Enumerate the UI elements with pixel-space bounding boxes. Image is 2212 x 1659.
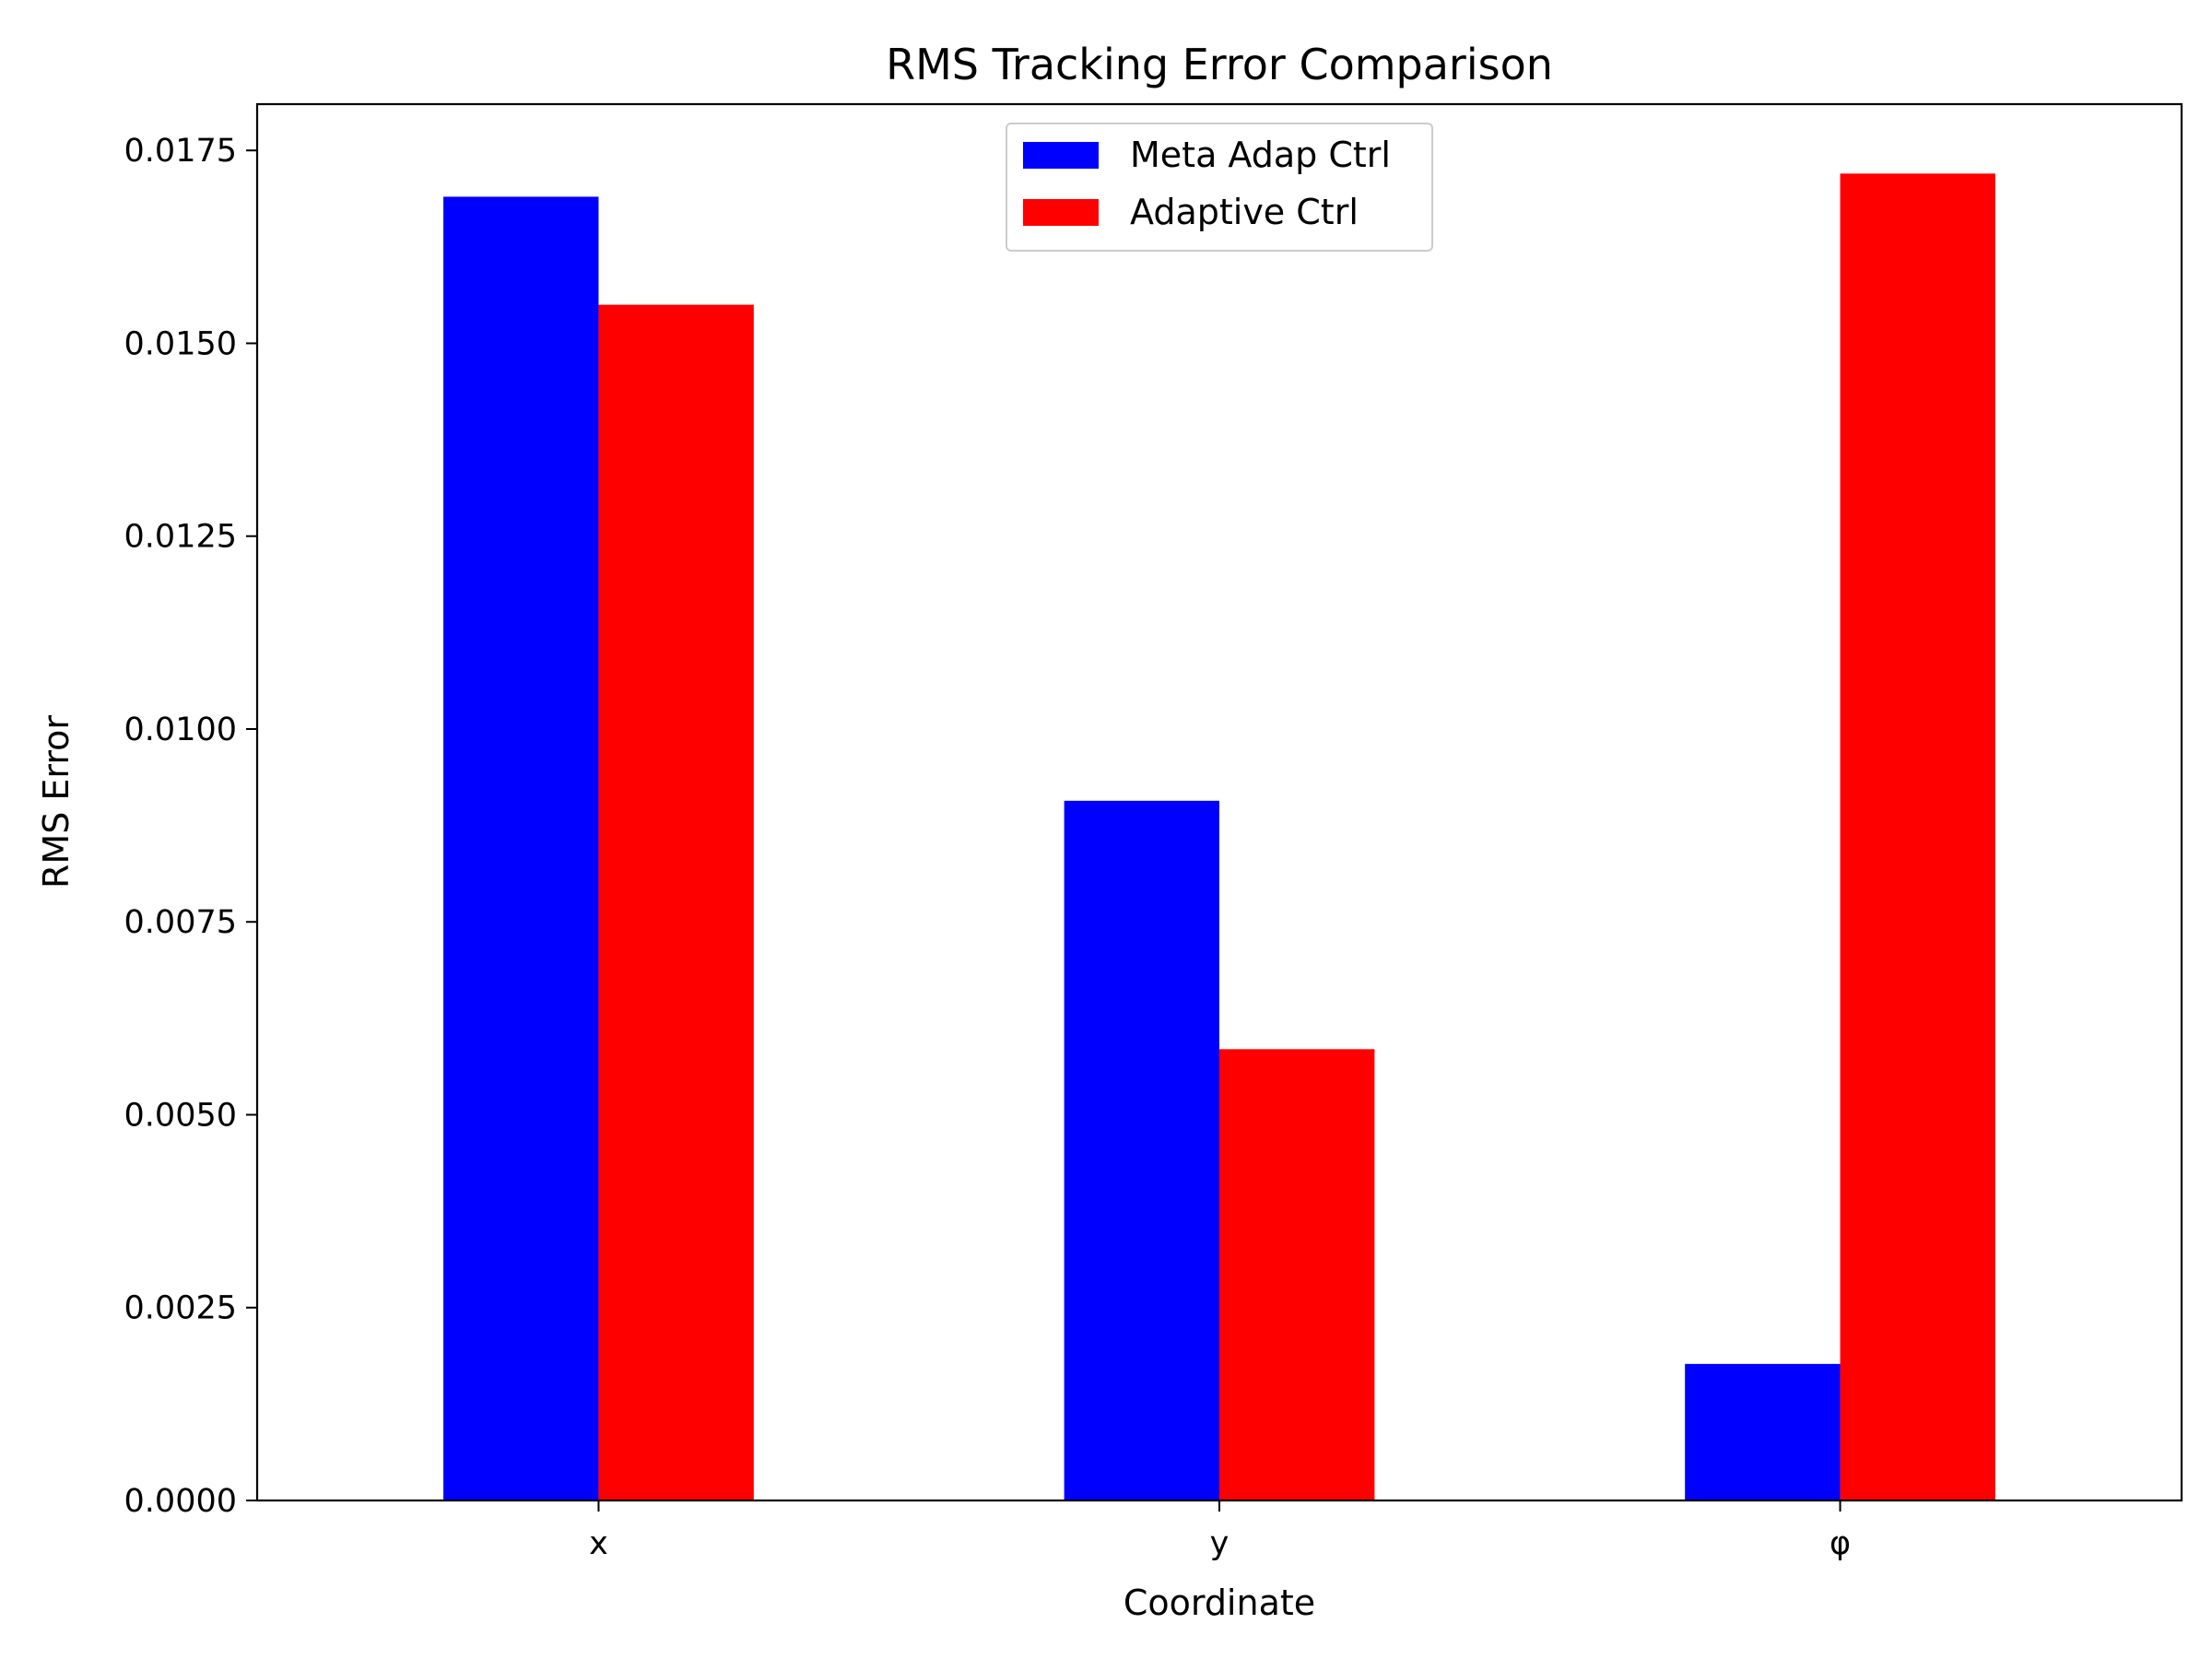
y-axis: 0.0000 0.0025 0.0050 0.0075 0.0100 0.0125 0.01… bbox=[124, 133, 257, 1520]
y-tick-label: 0.0150 bbox=[124, 325, 237, 362]
y-axis-label: RMS Error bbox=[36, 715, 76, 888]
legend-swatch-meta-adap-ctrl bbox=[1023, 142, 1099, 169]
legend: Meta Adap Ctrl Adaptive Ctrl bbox=[1006, 123, 1433, 252]
bar-meta-adap-ctrl-0 bbox=[443, 196, 599, 1500]
y-tick-label: 0.0175 bbox=[124, 133, 237, 170]
bar-adaptive-ctrl-2 bbox=[1840, 173, 1995, 1500]
bar-meta-adap-ctrl-2 bbox=[1685, 1363, 1841, 1500]
bar-adaptive-ctrl-0 bbox=[598, 304, 754, 1501]
x-tick-label: x bbox=[589, 1525, 608, 1562]
legend-swatch-adaptive-ctrl bbox=[1023, 199, 1099, 226]
y-tick-label: 0.0125 bbox=[124, 519, 237, 556]
y-tick-label: 0.0025 bbox=[124, 1290, 237, 1327]
x-tick-label: φ bbox=[1830, 1525, 1851, 1562]
y-tick-label: 0.0100 bbox=[124, 712, 237, 748]
y-tick-label: 0.0075 bbox=[124, 904, 237, 941]
chart-title: RMS Tracking Error Comparison bbox=[886, 40, 1553, 89]
legend-label: Adaptive Ctrl bbox=[1130, 192, 1359, 232]
legend-box bbox=[1006, 123, 1433, 252]
y-tick-label: 0.0000 bbox=[124, 1483, 237, 1520]
legend-label: Meta Adap Ctrl bbox=[1130, 135, 1391, 175]
x-tick-label: y bbox=[1210, 1525, 1230, 1562]
bar-meta-adap-ctrl-1 bbox=[1064, 800, 1219, 1500]
bar-adaptive-ctrl-1 bbox=[1219, 1049, 1375, 1500]
y-tick-label: 0.0050 bbox=[124, 1097, 237, 1134]
x-axis-label: Coordinate bbox=[1124, 1583, 1315, 1623]
bars-group bbox=[443, 173, 1995, 1501]
